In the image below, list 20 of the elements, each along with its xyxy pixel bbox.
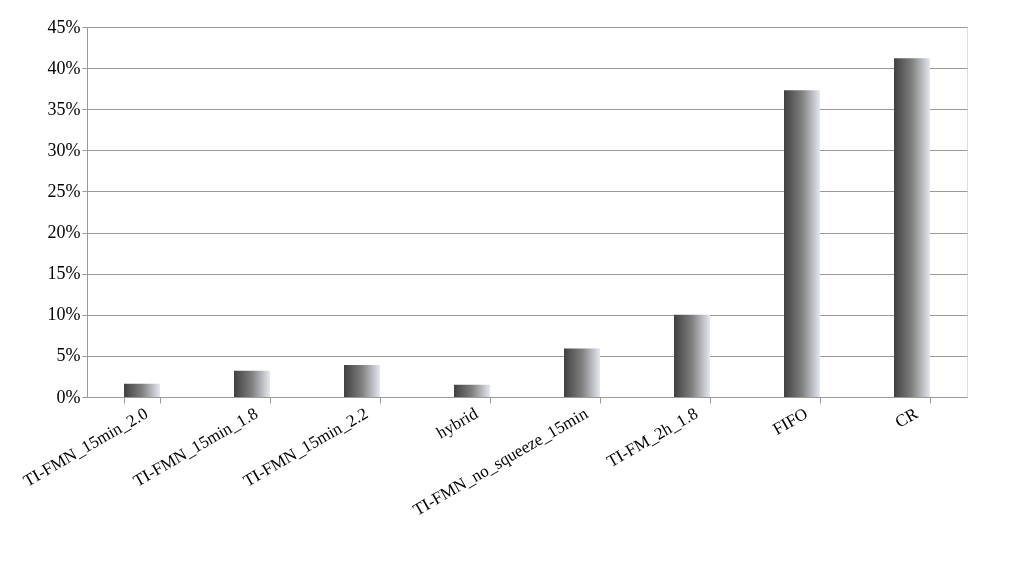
bar — [234, 370, 270, 397]
y-tick-label: 35% — [47, 98, 81, 119]
y-tick-label: 30% — [47, 139, 81, 160]
y-tick-label: 20% — [47, 222, 81, 243]
x-tick-label: CR — [891, 403, 922, 432]
bar — [124, 383, 160, 397]
bar — [564, 348, 600, 397]
bar — [674, 314, 710, 397]
bar — [344, 364, 380, 397]
y-tick-label: 5% — [56, 345, 81, 366]
y-tick-label: 0% — [56, 386, 81, 407]
y-tick-label: 40% — [47, 57, 81, 78]
y-tick-label: 25% — [47, 180, 81, 201]
y-tick-label: 15% — [47, 263, 81, 284]
bar — [894, 58, 930, 397]
bar — [784, 90, 820, 397]
y-tick-label: 10% — [47, 304, 81, 325]
bar — [454, 384, 490, 397]
y-tick-label: 45% — [47, 16, 81, 37]
x-tick-label: FIFO — [769, 403, 811, 439]
